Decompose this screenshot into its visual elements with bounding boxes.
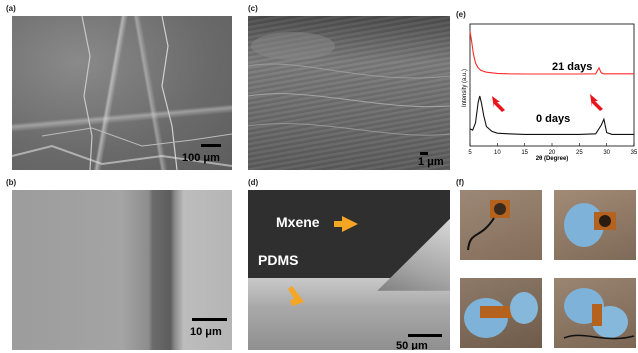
- photo-glove-bend: [460, 278, 542, 348]
- sem-image-a: 100 μm: [12, 16, 232, 170]
- x-tick-label: 30: [603, 150, 610, 156]
- x-tick-label: 10: [494, 150, 501, 156]
- series-0-days-line: [469, 95, 634, 135]
- label-21-days: 21 days: [552, 61, 592, 73]
- scale-bar-b: [192, 318, 227, 321]
- panel-label-c: (c): [248, 4, 258, 13]
- arrows-d: [288, 216, 358, 306]
- red-arrow-left: [492, 96, 505, 112]
- mxene-label: Mxene: [276, 214, 320, 230]
- scale-label-c: 1 μm: [418, 156, 444, 168]
- glove-twist-drawing: [563, 288, 635, 340]
- glove-hold-drawing: [564, 203, 616, 247]
- panel-label-a: (a): [6, 4, 16, 13]
- panel-label-f: (f): [456, 178, 464, 187]
- scale-label-a: 100 μm: [182, 152, 220, 164]
- scale-label-b: 10 μm: [190, 326, 222, 338]
- photo-sensor-cable: [460, 190, 542, 260]
- xrd-chart: 5 10 15 20 25 30 35 21 days 0 days Intensity (…: [462, 23, 638, 162]
- sem-image-c: 1 μm: [248, 16, 450, 170]
- photo-glove-twist: [554, 278, 636, 348]
- x-tick-label: 20: [549, 150, 556, 156]
- plot-frame: [469, 23, 635, 147]
- red-arrow-right: [590, 94, 603, 111]
- fiber-texture-c: [248, 32, 450, 136]
- photo-glove-hold: [554, 190, 636, 260]
- x-tick-label: 5: [468, 150, 472, 156]
- scale-bar-c: [420, 152, 428, 155]
- glove-bend-drawing: [464, 292, 538, 338]
- panel-label-e: (e): [456, 10, 466, 19]
- x-tick-label: 15: [521, 150, 528, 156]
- sem-image-d: Mxene PDMS 50 μm: [248, 190, 450, 350]
- series-21-days-line: [469, 31, 634, 75]
- scale-bar-a: [201, 144, 221, 147]
- panel-label-d: (d): [248, 178, 259, 187]
- scale-bar-d: [408, 334, 442, 337]
- crack-lines-a: [12, 16, 232, 170]
- pdms-label: PDMS: [258, 252, 299, 268]
- mxene-arrow: [334, 216, 358, 232]
- x-ticks: 5 10 15 20 25 30 35: [468, 143, 638, 156]
- label-0-days: 0 days: [536, 113, 570, 125]
- x-axis-label: 2θ (Degree): [536, 156, 569, 162]
- y-axis-label: Intensity (a.u.): [462, 69, 468, 107]
- panel-label-b: (b): [6, 178, 17, 187]
- x-tick-label: 35: [631, 150, 638, 156]
- scale-label-d: 50 μm: [396, 340, 428, 350]
- sensor-cable-drawing: [467, 200, 510, 251]
- sem-image-b: 10 μm: [12, 190, 232, 350]
- x-tick-label: 25: [576, 150, 583, 156]
- pdms-arrow: [288, 286, 304, 306]
